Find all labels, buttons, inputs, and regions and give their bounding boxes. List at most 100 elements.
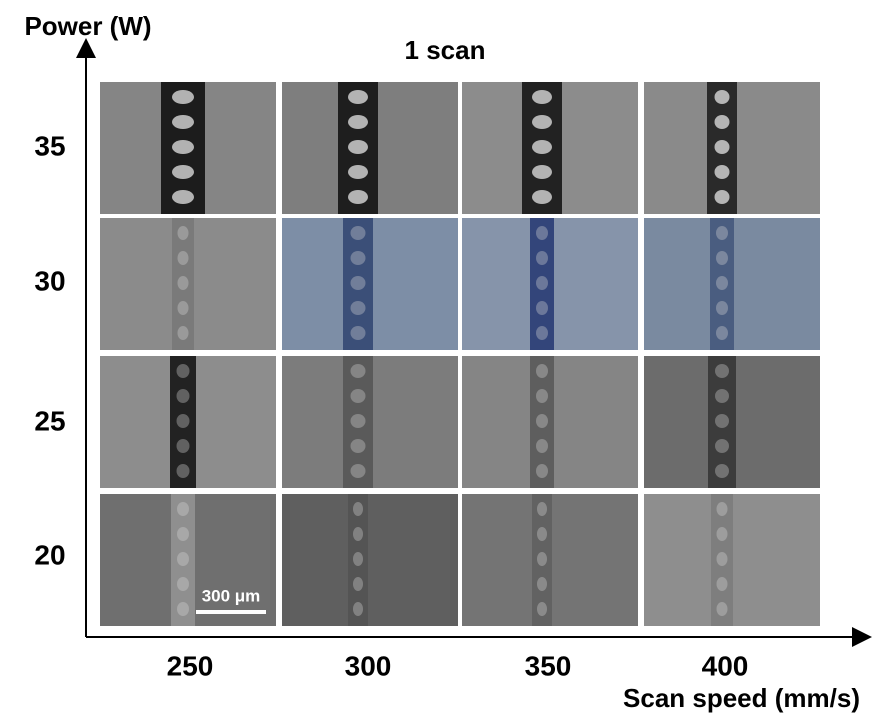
melt-spot <box>716 552 728 566</box>
melt-spot <box>177 251 189 265</box>
x-axis-label: Scan speed (mm/s) <box>623 683 860 713</box>
melt-spot <box>536 226 548 240</box>
melt-spot <box>350 464 366 478</box>
melt-spot <box>716 226 728 240</box>
melt-spot <box>536 389 548 403</box>
melt-spot <box>177 301 189 315</box>
melt-spot <box>716 326 728 340</box>
melt-spot <box>177 602 189 616</box>
melt-spot <box>715 464 729 478</box>
x-tick-label: 400 <box>702 650 749 681</box>
scan-track <box>530 356 554 488</box>
melt-spot <box>176 414 190 428</box>
melt-spot <box>716 502 728 516</box>
melt-spot <box>350 251 366 265</box>
scan-track <box>708 356 736 488</box>
melt-spot <box>537 502 547 516</box>
melt-spot <box>715 364 729 378</box>
melt-spot <box>532 140 552 154</box>
melt-spot <box>716 577 728 591</box>
scan-track <box>711 494 733 626</box>
title: 1 scan <box>405 35 486 65</box>
melt-spot <box>353 552 363 566</box>
scan-track <box>532 494 552 626</box>
melt-spot <box>350 364 366 378</box>
melt-spot <box>177 226 189 240</box>
melt-spot <box>714 190 730 204</box>
melt-spot <box>716 301 728 315</box>
melt-spot <box>350 301 366 315</box>
y-tick-label: 25 <box>34 405 65 436</box>
scan-track <box>172 218 194 350</box>
melt-spot <box>715 439 729 453</box>
x-tick-label: 350 <box>525 650 572 681</box>
scan-track <box>710 218 734 350</box>
scan-track <box>171 494 195 626</box>
melt-spot <box>176 389 190 403</box>
melt-spot <box>536 439 548 453</box>
melt-spot <box>536 414 548 428</box>
melt-spot <box>537 577 547 591</box>
image-grid <box>100 82 820 626</box>
scan-track <box>343 356 373 488</box>
melt-spot <box>353 602 363 616</box>
melt-spot <box>177 552 189 566</box>
melt-spot <box>716 251 728 265</box>
melt-spot <box>350 414 366 428</box>
melt-spot <box>714 90 730 104</box>
scan-track <box>343 218 373 350</box>
melt-spot <box>172 90 194 104</box>
scan-track <box>530 218 554 350</box>
scan-track <box>170 356 196 488</box>
y-tick-label: 20 <box>34 539 65 570</box>
melt-spot <box>350 439 366 453</box>
melt-spot <box>177 326 189 340</box>
melt-spot <box>348 190 368 204</box>
scan-track <box>348 494 368 626</box>
melt-spot <box>172 190 194 204</box>
melt-spot <box>353 502 363 516</box>
melt-spot <box>537 602 547 616</box>
melt-spot <box>348 165 368 179</box>
melt-spot <box>177 577 189 591</box>
melt-spot <box>714 140 730 154</box>
y-axis-label: Power (W) <box>24 11 151 41</box>
melt-spot <box>716 602 728 616</box>
x-tick-label: 250 <box>167 650 214 681</box>
melt-spot <box>536 251 548 265</box>
melt-spot <box>716 276 728 290</box>
x-tick-label: 300 <box>345 650 392 681</box>
melt-spot <box>353 577 363 591</box>
melt-spot <box>172 165 194 179</box>
melt-spot <box>714 165 730 179</box>
melt-spot <box>536 326 548 340</box>
melt-spot <box>537 527 547 541</box>
melt-spot <box>176 464 190 478</box>
melt-spot <box>536 301 548 315</box>
micrograph <box>282 494 458 626</box>
melt-spot <box>348 90 368 104</box>
melt-spot <box>715 414 729 428</box>
y-tick-label: 35 <box>34 130 65 161</box>
melt-spot <box>716 527 728 541</box>
melt-spot <box>536 364 548 378</box>
melt-spot <box>532 115 552 129</box>
melt-spot <box>177 527 189 541</box>
melt-spot <box>176 364 190 378</box>
y-tick-label: 30 <box>34 265 65 296</box>
melt-spot <box>532 165 552 179</box>
melt-spot <box>348 140 368 154</box>
melt-spot <box>532 90 552 104</box>
melt-spot <box>350 326 366 340</box>
melt-spot <box>353 527 363 541</box>
melt-spot <box>177 276 189 290</box>
melt-spot <box>172 115 194 129</box>
melt-spot <box>348 115 368 129</box>
melt-spot <box>536 464 548 478</box>
melt-spot <box>177 502 189 516</box>
melt-spot <box>532 190 552 204</box>
melt-spot <box>715 389 729 403</box>
melt-spot <box>350 276 366 290</box>
melt-spot <box>176 439 190 453</box>
